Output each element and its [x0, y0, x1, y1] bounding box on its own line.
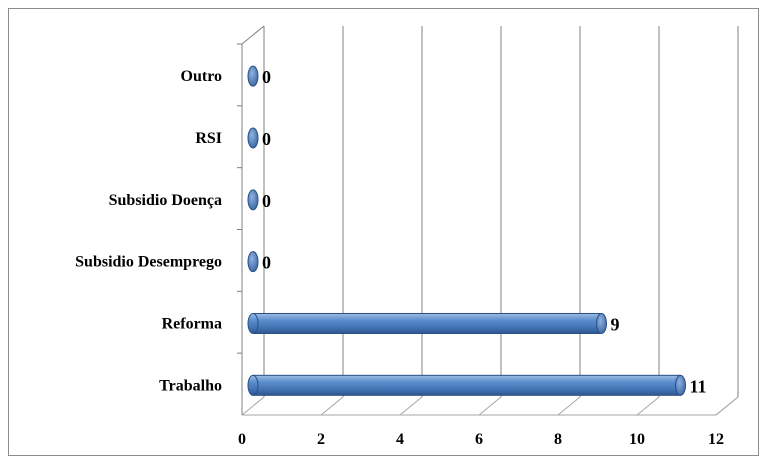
- bar-start-cap: [247, 374, 259, 396]
- x-tick-label: 12: [708, 431, 724, 448]
- bar-end-cap: [596, 312, 607, 334]
- floor-gridline: [478, 396, 502, 416]
- x-tick-label: 6: [475, 431, 483, 448]
- data-label: 0: [262, 67, 271, 87]
- bar: [247, 65, 259, 87]
- data-label: 0: [262, 129, 271, 149]
- bar-end-cap: [247, 251, 259, 273]
- floor-right-edge: [715, 396, 739, 416]
- bar: [247, 189, 259, 211]
- floor-gridline: [636, 396, 660, 416]
- data-label: 0: [262, 253, 271, 273]
- floor-gridline: [399, 396, 423, 416]
- gridlines: [241, 26, 739, 416]
- category-label: Subsidio Desemprego: [75, 254, 222, 271]
- category-label: Outro: [181, 68, 222, 85]
- bar: [247, 127, 259, 149]
- x-tick-label: 8: [554, 431, 562, 448]
- bar: [247, 374, 686, 396]
- category-label: Trabalho: [159, 377, 222, 394]
- bar-end-cap: [247, 189, 259, 211]
- labels: 0 2 4 6 8 10 12 Trabalho 11 Reforma 9 Subsidio Dese…: [75, 67, 724, 448]
- category-label: Subsidio Doença: [109, 192, 222, 209]
- bar-start-cap: [247, 312, 259, 334]
- floor-gridline: [320, 396, 344, 416]
- floor-gridline: [557, 396, 581, 416]
- bar-body: [252, 374, 681, 396]
- floor-gridline: [241, 396, 265, 416]
- bar-end-cap: [675, 374, 686, 396]
- bar-body: [252, 312, 602, 334]
- x-tick-label: 4: [396, 431, 404, 448]
- bar-end-cap: [247, 65, 259, 87]
- x-tick-label: 0: [238, 431, 246, 448]
- y-axis-top-edge: [241, 25, 265, 45]
- data-label: 11: [690, 376, 707, 396]
- axes: [237, 25, 739, 416]
- category-label: Reforma: [162, 315, 222, 332]
- data-label: 9: [611, 314, 620, 334]
- bar: [247, 312, 607, 334]
- bar: [247, 251, 259, 273]
- data-label: 0: [262, 191, 271, 211]
- x-tick-label: 10: [629, 431, 645, 448]
- bar-end-cap: [247, 127, 259, 149]
- bars: [247, 65, 686, 396]
- category-label: RSI: [195, 130, 222, 147]
- x-tick-label: 2: [317, 431, 325, 448]
